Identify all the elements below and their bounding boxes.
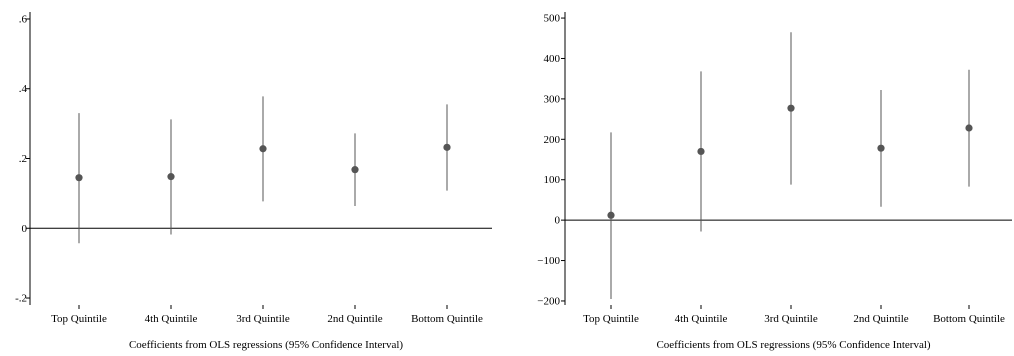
- y-tick-label: -.2: [15, 293, 27, 305]
- x-category-label: 2nd Quintile: [853, 313, 908, 325]
- coefficient-point: [787, 104, 795, 112]
- x-category-label: Bottom Quintile: [411, 313, 483, 325]
- x-axis-title: Coefficients from OLS regressions (95% C…: [656, 339, 930, 351]
- x-category-label: 4th Quintile: [675, 313, 728, 325]
- left-coefficient-plot: -.2 0 .2 .4 .6 Top Quintile 4th Quintile 3rd Qu…: [15, 12, 492, 351]
- y-tick-label: −200: [537, 295, 560, 307]
- y-tick-label: 400: [544, 53, 561, 65]
- y-tick-label: 300: [544, 93, 561, 105]
- coefficient-point: [965, 124, 973, 132]
- y-tick-label: .2: [19, 153, 27, 165]
- coefficient-point: [697, 147, 705, 156]
- y-tick-label: 0: [555, 215, 561, 227]
- x-axis-title: Coefficients from OLS regressions (95% C…: [129, 339, 403, 351]
- y-tick-label: 200: [544, 134, 561, 146]
- coefficient-point: [259, 145, 267, 153]
- x-category-label: 2nd Quintile: [327, 313, 382, 325]
- x-category-label: 3rd Quintile: [236, 313, 290, 325]
- coefficient-point: [877, 144, 885, 152]
- x-category-label: 3rd Quintile: [764, 313, 818, 325]
- y-tick-label: .6: [19, 13, 28, 25]
- coefficient-point: [351, 166, 359, 174]
- y-tick-label: .4: [19, 83, 28, 95]
- coefficient-point: [607, 211, 615, 219]
- coefficient-point: [75, 174, 83, 182]
- y-tick-label: 500: [544, 13, 561, 25]
- y-tick-label: −100: [537, 255, 560, 267]
- x-category-label: Top Quintile: [51, 313, 107, 325]
- x-category-label: Top Quintile: [583, 313, 639, 325]
- y-tick-label: 0: [22, 223, 28, 235]
- x-category-label: Bottom Quintile: [933, 313, 1005, 325]
- coefficient-point: [443, 143, 451, 151]
- y-tick-label: 100: [544, 174, 561, 186]
- right-coefficient-plot: −200 −100 0 100 200 300 400 500 Top Quintile 4th …: [537, 12, 1012, 351]
- x-category-label: 4th Quintile: [145, 313, 198, 325]
- coefficient-point: [167, 173, 175, 181]
